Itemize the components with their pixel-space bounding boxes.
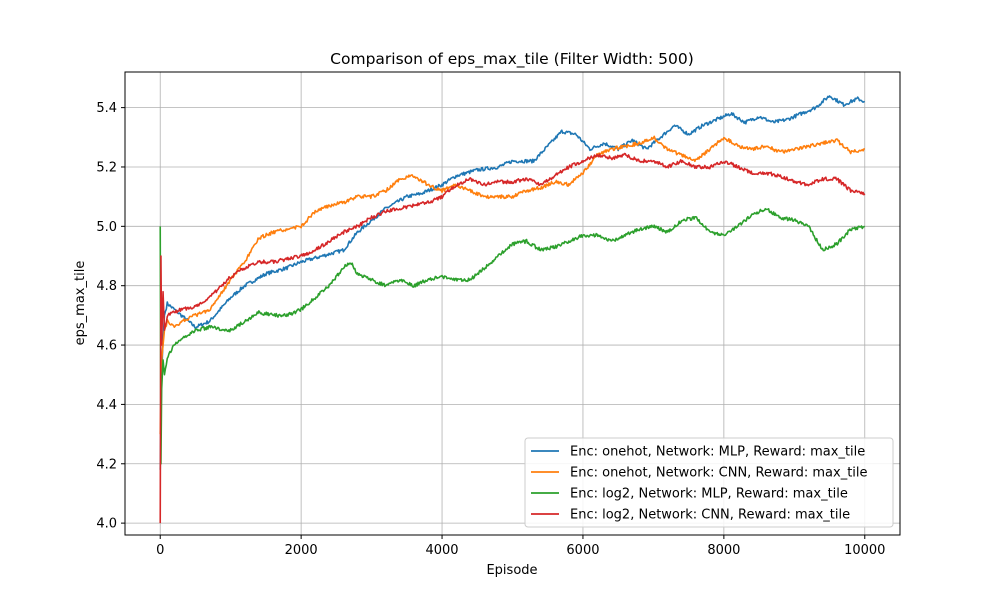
x-tick-label: 10000 (844, 543, 885, 558)
y-tick-label: 4.6 (96, 339, 117, 354)
plot-frame (124, 71, 901, 536)
legend: Enc: onehot, Network: MLP, Reward: max_t… (524, 437, 894, 528)
legend-label: Enc: onehot, Network: CNN, Reward: max_t… (570, 466, 868, 481)
y-tick-label: 5.4 (96, 101, 117, 116)
legend-label: Enc: onehot, Network: MLP, Reward: max_t… (570, 445, 865, 460)
series-line-2 (159, 135, 866, 435)
chart-title: Comparison of eps_max_tile (Filter Width… (330, 50, 694, 69)
series-line-1 (159, 95, 865, 470)
y-tick-label: 4.0 (96, 517, 117, 532)
series-line-4 (159, 152, 866, 524)
x-tick-label: 0 (156, 543, 164, 558)
y-axis-ticks: 4.0 4.2 4.4 4.6 4.8 5.0 5.2 5.4 (96, 101, 125, 532)
y-tick-label: 5.2 (96, 160, 117, 175)
x-tick-label: 4000 (425, 543, 458, 558)
x-axis-label: Episode (486, 563, 537, 578)
y-axis-label: eps_max_tile (73, 261, 88, 346)
y-tick-label: 5.0 (96, 220, 117, 235)
y-tick-label: 4.4 (96, 398, 117, 413)
x-tick-label: 6000 (566, 543, 599, 558)
x-tick-label: 8000 (707, 543, 740, 558)
legend-label: Enc: log2, Network: CNN, Reward: max_til… (570, 508, 850, 523)
x-tick-label: 2000 (285, 543, 318, 558)
legend-box (524, 437, 894, 528)
series-lines (159, 95, 866, 524)
series-line-3 (159, 207, 866, 465)
y-tick-label: 4.2 (96, 457, 117, 472)
x-axis-ticks: 0 2000 4000 6000 8000 10000 (156, 535, 885, 558)
legend-label: Enc: log2, Network: MLP, Reward: max_til… (570, 487, 848, 502)
y-tick-label: 4.8 (96, 279, 117, 294)
